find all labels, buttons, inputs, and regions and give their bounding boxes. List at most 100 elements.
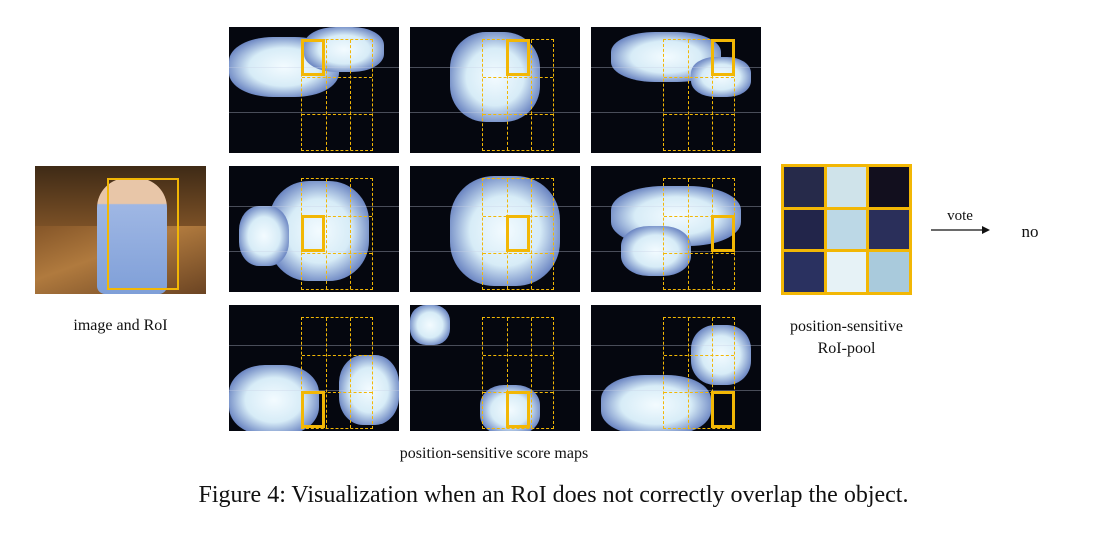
grid-line <box>326 40 327 150</box>
scan-line <box>410 390 580 391</box>
grid-line <box>664 253 734 254</box>
scan-line <box>229 67 399 68</box>
pool-cell <box>784 252 824 292</box>
scan-line <box>229 345 399 346</box>
pool-cell <box>869 252 909 292</box>
highlighted-bin <box>711 215 735 252</box>
roi-grid <box>482 39 554 151</box>
pool-cell <box>826 209 867 250</box>
scan-line <box>229 206 399 207</box>
roi-pool-label-line2: RoI-pool <box>817 340 876 357</box>
score-map <box>410 305 580 431</box>
scan-line <box>410 67 580 68</box>
pool-cell <box>869 209 909 250</box>
highlighted-bin <box>506 391 530 428</box>
grid-line <box>350 318 351 428</box>
scan-line <box>410 112 580 113</box>
grid-line <box>688 40 689 150</box>
highlighted-bin <box>711 391 735 428</box>
highlighted-bin <box>506 215 530 252</box>
roi-grid <box>663 39 735 151</box>
pool-cell <box>784 167 824 207</box>
grid-line <box>712 318 713 428</box>
scan-line <box>229 390 399 391</box>
highlighted-bin <box>301 391 325 428</box>
scan-line <box>591 251 761 252</box>
score-map <box>229 166 399 292</box>
score-map <box>229 305 399 431</box>
grid-line <box>326 179 327 289</box>
grid-line <box>688 179 689 289</box>
grid-line <box>664 216 734 217</box>
figure-caption: Figure 4: Visualization when an RoI does… <box>198 482 909 508</box>
score-map <box>229 27 399 153</box>
grid-line <box>507 318 508 428</box>
input-image <box>35 166 206 294</box>
activation-blob <box>304 27 384 72</box>
roi-grid <box>663 317 735 429</box>
vote-arrow-icon <box>931 226 990 234</box>
grid-line <box>326 318 327 428</box>
scan-line <box>410 251 580 252</box>
roi-grid <box>301 178 373 290</box>
highlighted-bin <box>711 39 735 76</box>
score-map <box>591 305 761 431</box>
activation-blob <box>239 206 289 266</box>
score-map <box>410 27 580 153</box>
scan-line <box>591 206 761 207</box>
grid-line <box>664 77 734 78</box>
scan-line <box>591 390 761 391</box>
scan-line <box>591 345 761 346</box>
activation-blob <box>601 375 711 431</box>
grid-line <box>350 179 351 289</box>
grid-line <box>302 114 372 115</box>
vote-label: vote <box>947 208 973 224</box>
highlighted-bin <box>301 215 325 252</box>
grid-line <box>302 253 372 254</box>
score-map <box>591 166 761 292</box>
score-map <box>591 27 761 153</box>
highlighted-bin <box>506 39 530 76</box>
grid-line <box>664 355 734 356</box>
grid-line <box>531 318 532 428</box>
grid-line <box>664 114 734 115</box>
roi-grid <box>482 178 554 290</box>
highlighted-bin <box>301 39 325 76</box>
grid-line <box>302 77 372 78</box>
scan-line <box>410 345 580 346</box>
grid-line <box>531 40 532 150</box>
grid-line <box>483 77 553 78</box>
result-label: no <box>1021 222 1039 241</box>
roi-grid <box>301 39 373 151</box>
grid-line <box>688 318 689 428</box>
grid-line <box>483 355 553 356</box>
scan-line <box>591 67 761 68</box>
roi-grid <box>663 178 735 290</box>
roi-grid <box>482 317 554 429</box>
pool-cell <box>826 167 867 207</box>
scan-line <box>229 112 399 113</box>
grid-line <box>531 179 532 289</box>
activation-blob <box>410 305 450 345</box>
roi-pool-grid <box>781 164 912 295</box>
pool-cell <box>784 209 824 250</box>
grid-line <box>483 114 553 115</box>
pool-cell <box>826 252 867 292</box>
activation-blob <box>621 226 691 276</box>
grid-line <box>507 40 508 150</box>
activation-blob <box>229 365 319 431</box>
image-and-roi-label: image and RoI <box>73 317 168 334</box>
score-maps-label: position-sensitive score maps <box>399 445 589 462</box>
activation-blob <box>339 355 399 425</box>
grid-line <box>664 392 734 393</box>
grid-line <box>302 216 372 217</box>
grid-line <box>302 355 372 356</box>
pool-cell <box>869 167 909 207</box>
scan-line <box>591 112 761 113</box>
grid-line <box>712 40 713 150</box>
scan-line <box>410 206 580 207</box>
grid-line <box>350 40 351 150</box>
roi-box <box>107 178 179 290</box>
activation-blob <box>450 176 560 286</box>
roi-grid <box>301 317 373 429</box>
